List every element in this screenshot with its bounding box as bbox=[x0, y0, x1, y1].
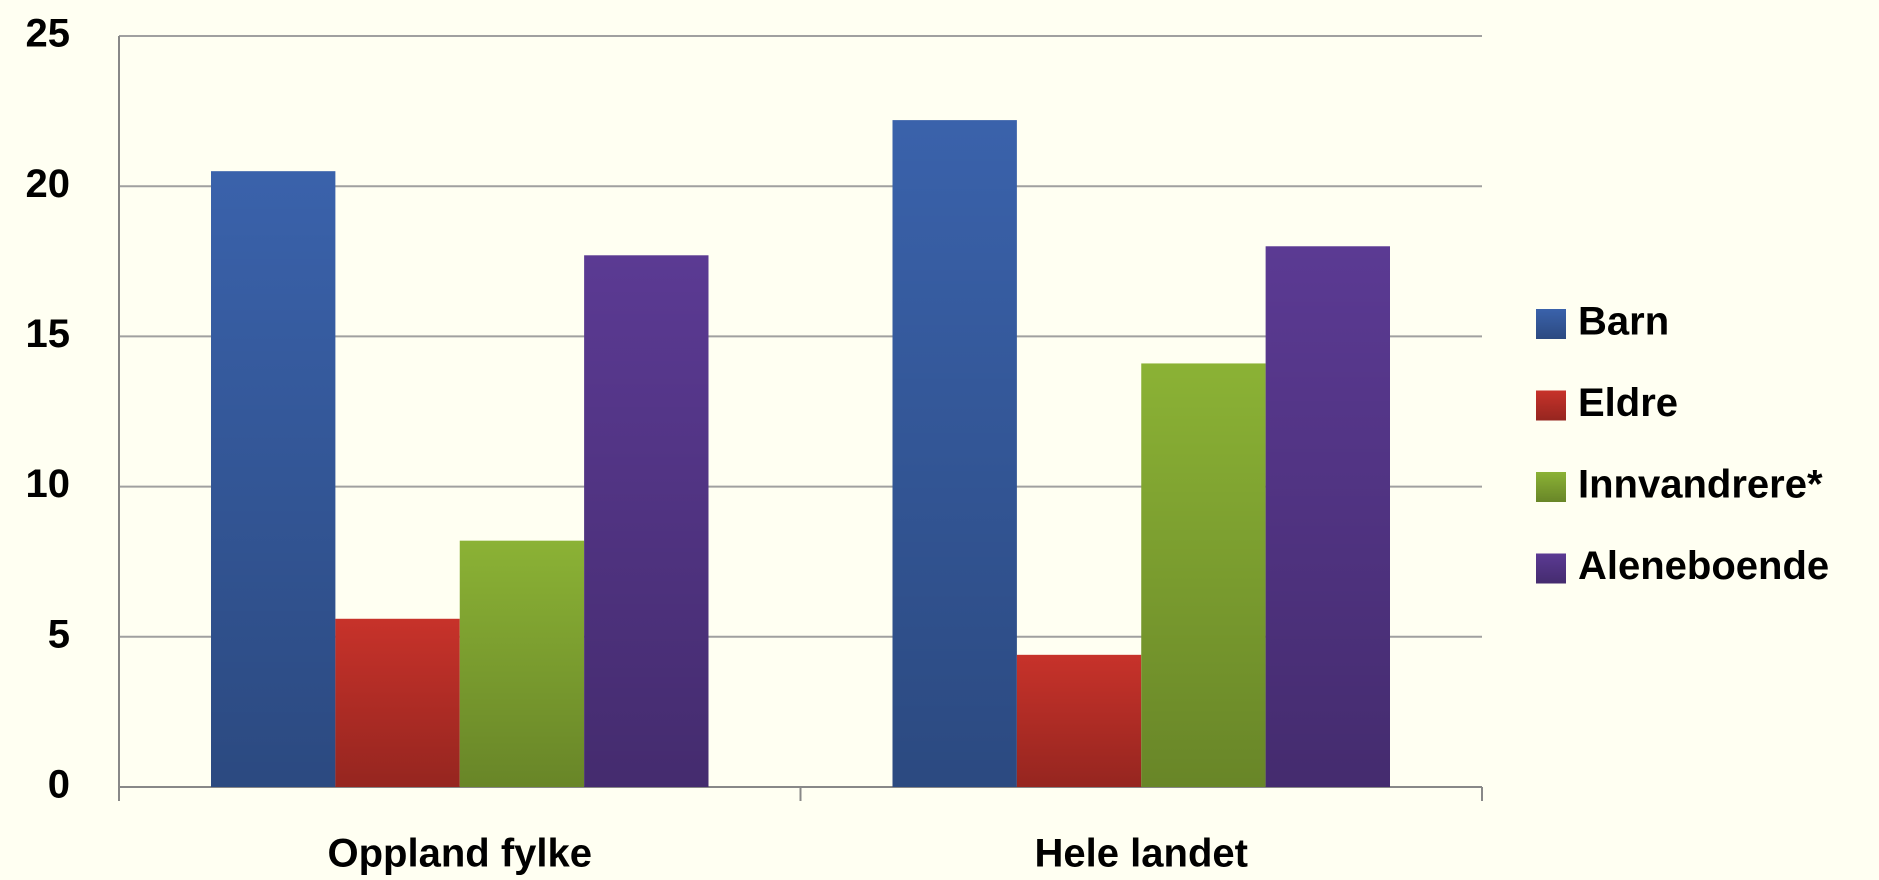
bar bbox=[1016, 654, 1142, 787]
x-tick-label: Oppland fylke bbox=[328, 832, 593, 876]
bar bbox=[335, 618, 460, 787]
bar bbox=[1265, 246, 1390, 787]
y-tick-label: 15 bbox=[26, 312, 71, 356]
y-tick-label: 0 bbox=[48, 763, 70, 807]
legend-label: Eldre bbox=[1578, 381, 1678, 425]
bar bbox=[459, 540, 585, 787]
legend-swatch-shade bbox=[1536, 553, 1566, 584]
bar bbox=[211, 171, 336, 787]
legend-swatch-shade bbox=[1536, 309, 1566, 339]
legend-label: Aleneboende bbox=[1578, 544, 1829, 588]
legend-label: Barn bbox=[1578, 300, 1669, 344]
y-tick-label: 10 bbox=[26, 462, 71, 506]
y-tick-label: 25 bbox=[26, 12, 71, 56]
y-tick-label: 20 bbox=[26, 162, 71, 206]
bar bbox=[892, 120, 1017, 787]
bar bbox=[584, 255, 709, 788]
y-tick-label: 5 bbox=[48, 612, 70, 656]
legend-swatch-shade bbox=[1536, 472, 1566, 502]
x-tick-label: Hele landet bbox=[1035, 832, 1248, 876]
legend-label: Innvandrere* bbox=[1578, 463, 1823, 507]
legend-swatch-shade bbox=[1536, 390, 1566, 421]
bar bbox=[1141, 363, 1266, 787]
